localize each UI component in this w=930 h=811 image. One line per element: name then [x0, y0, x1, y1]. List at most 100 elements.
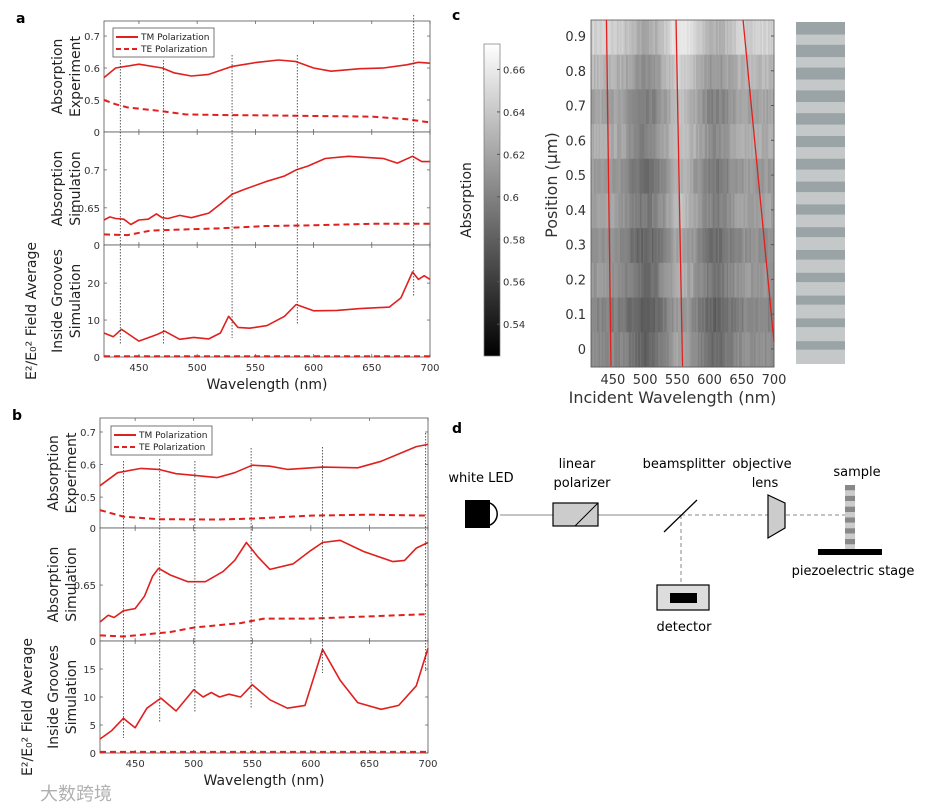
y-tick-label: 0.65: [78, 204, 100, 215]
heatmap-cell: [603, 332, 606, 368]
series-te-polarization: [103, 222, 430, 237]
heatmap-cell: [626, 228, 629, 264]
heatmap-cell: [684, 297, 687, 333]
heatmap-cell: [603, 228, 606, 264]
heatmap-cell: [627, 193, 630, 229]
heatmap-cell: [680, 124, 683, 160]
heatmap-cell: [645, 89, 648, 125]
heatmap-cell: [682, 124, 685, 160]
heatmap-cell: [647, 332, 650, 368]
heatmap-cell: [708, 20, 711, 56]
heatmap-cell: [751, 262, 754, 299]
heatmap-cell: [761, 89, 764, 125]
heatmap-cell: [609, 89, 612, 125]
heatmap-cell: [674, 297, 677, 333]
heatmap-cell: [676, 332, 679, 368]
heatmap-cell: [684, 193, 687, 229]
heatmap-cell: [709, 193, 712, 229]
heatmap-cell: [714, 89, 717, 125]
heatmap-cell: [667, 158, 670, 194]
heatmap-cell: [690, 124, 693, 160]
heatmap-cell: [702, 297, 705, 333]
heatmap-cell: [754, 193, 757, 229]
heatmap-cell: [726, 262, 729, 299]
stripe: [796, 272, 845, 283]
heatmap-cell: [633, 332, 636, 368]
heatmap-cell: [737, 332, 740, 368]
heatmap-cell: [626, 193, 629, 229]
heatmap-cell: [630, 228, 633, 264]
heatmap-cell: [706, 89, 709, 125]
heatmap-cell: [682, 54, 685, 90]
heatmap-cell: [668, 158, 671, 194]
heatmap-cell: [670, 89, 673, 125]
heatmap-cell: [740, 262, 743, 299]
heatmap-cell: [662, 193, 665, 229]
heatmap-cell: [598, 297, 601, 333]
heatmap-cell: [624, 262, 627, 299]
heatmap-cell: [719, 297, 722, 333]
heatmap-cell: [729, 158, 732, 194]
heatmap-cell: [685, 20, 688, 56]
heatmap-cell: [613, 332, 616, 368]
heatmap-cell: [606, 262, 609, 299]
heatmap: [591, 20, 775, 368]
heatmap-cell: [685, 297, 688, 333]
heatmap-cell: [677, 20, 680, 56]
heatmap-cell: [627, 20, 630, 56]
heatmap-cell: [732, 158, 735, 194]
heatmap-cell: [713, 20, 716, 56]
heatmap-cell: [685, 158, 688, 194]
heatmap-cell: [664, 297, 667, 333]
heatmap-cell: [658, 228, 661, 264]
heatmap-cell: [687, 262, 690, 299]
heatmap-cell: [764, 332, 767, 368]
heatmap-cell: [600, 332, 603, 368]
subplot-2: 0.7 0.65 0 Absorption Simulation: [50, 131, 431, 252]
heatmap-cell: [732, 193, 735, 229]
legend-entry: TM Polarization: [138, 431, 207, 441]
heatmap-cell: [697, 54, 700, 90]
heatmap-cell: [653, 20, 656, 56]
heatmap-cell: [630, 158, 633, 194]
heatmap-cell: [758, 89, 761, 125]
heatmap-cell: [613, 297, 616, 333]
heatmap-cell: [644, 20, 647, 56]
heatmap-cell: [604, 20, 607, 56]
heatmap-cell: [615, 332, 618, 368]
heatmap-cell: [706, 193, 709, 229]
heatmap-cell: [679, 124, 682, 160]
heatmap-cell: [766, 158, 769, 194]
heatmap-cell: [653, 228, 656, 264]
heatmap-cell: [665, 228, 668, 264]
heatmap-cell: [670, 332, 673, 368]
heatmap-cell: [662, 297, 665, 333]
y-tick-label: 0.4: [565, 204, 586, 219]
heatmap-cell: [735, 54, 738, 90]
heatmap-cell: [668, 20, 671, 56]
heatmap-cell: [708, 228, 711, 264]
heatmap-cell: [615, 158, 618, 194]
heatmap-cell: [702, 332, 705, 368]
y-tick-label: 0: [94, 241, 100, 252]
heatmap-cell: [670, 262, 673, 299]
heatmap-cell: [671, 332, 674, 368]
heatmap-cell: [719, 54, 722, 90]
heatmap-cell: [623, 20, 626, 56]
heatmap-cell: [761, 332, 764, 368]
heatmap-cell: [743, 297, 746, 333]
heatmap-cell: [655, 20, 658, 56]
heatmap-cell: [764, 228, 767, 264]
y-axis-label: Experiment: [68, 36, 84, 117]
heatmap-cell: [684, 124, 687, 160]
heatmap-cell: [705, 297, 708, 333]
heatmap-cell: [708, 54, 711, 90]
heatmap-cell: [688, 332, 691, 368]
heatmap-cell: [714, 228, 717, 264]
heatmap-cell: [717, 332, 720, 368]
heatmap-cell: [624, 89, 627, 125]
heatmap-cell: [652, 158, 655, 194]
heatmap-cell: [594, 297, 597, 333]
heatmap-cell: [722, 20, 725, 56]
heatmap-cell: [735, 89, 738, 125]
